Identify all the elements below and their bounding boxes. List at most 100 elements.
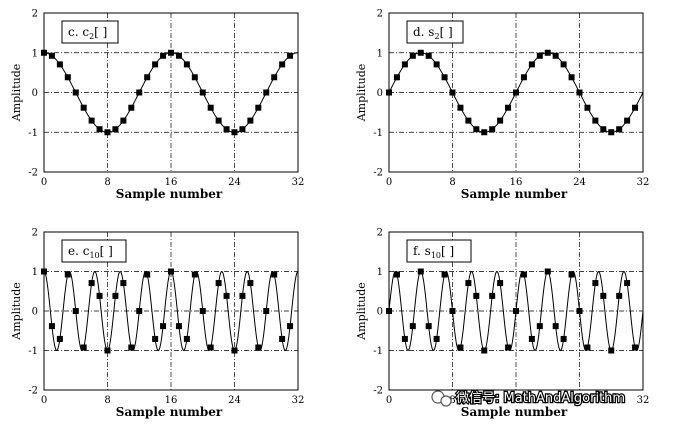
x-tick-label: 0: [41, 395, 47, 406]
sample-point-12: [136, 89, 143, 96]
x-tick-label: 32: [637, 395, 650, 406]
y-tick-label: 0: [377, 88, 383, 99]
sample-point-29: [616, 126, 623, 133]
sample-point-28: [263, 89, 270, 96]
sample-point-2: [401, 335, 408, 342]
panel-label-box: [406, 239, 472, 263]
sample-point-15: [505, 104, 512, 111]
sample-point-15: [160, 323, 167, 330]
sample-point-30: [279, 335, 286, 342]
sample-point-10: [465, 117, 472, 124]
sample-point-22: [215, 280, 222, 287]
y-tick-label: 1: [377, 48, 383, 59]
sample-point-3: [409, 52, 416, 59]
sample-point-21: [207, 344, 214, 351]
y-tick-label: -2: [373, 168, 383, 179]
sample-point-3: [409, 323, 416, 330]
sample-point-21: [552, 52, 559, 59]
sample-point-16: [168, 268, 174, 275]
sample-point-10: [120, 280, 127, 287]
sample-point-0: [41, 268, 47, 275]
sample-point-7: [96, 292, 103, 299]
plot-frame: [43, 231, 299, 391]
y-axis-label: Amplitude: [10, 64, 23, 123]
x-tick-label: 16: [510, 177, 523, 188]
sample-point-18: [183, 335, 190, 342]
sample-point-17: [175, 323, 182, 330]
sample-point-16: [168, 49, 174, 56]
sample-point-2: [56, 335, 63, 342]
sample-point-14: [152, 61, 159, 68]
sample-point-0: [386, 308, 392, 314]
chart-panel-0: 0 8 16 24 32 2 1 0 -1 -2 Sample number Amplitude c. …: [10, 9, 304, 202]
panel-label-box: [406, 20, 464, 44]
sample-point-28: [608, 129, 615, 136]
sample-point-11: [128, 344, 135, 351]
x-tick-label: 24: [228, 177, 241, 188]
y-tick-label: -1: [373, 128, 383, 139]
x-tick-label: 32: [292, 177, 305, 188]
sample-point-25: [584, 344, 591, 351]
sample-point-24: [231, 129, 238, 136]
sample-point-28: [608, 347, 615, 354]
sample-point-30: [624, 280, 631, 287]
sample-point-2: [401, 61, 408, 68]
sample-point-27: [600, 126, 607, 133]
sample-point-25: [239, 292, 246, 299]
y-tick-label: 2: [32, 228, 38, 239]
panel-label: e. c10[ ]: [68, 244, 113, 260]
sample-point-21: [552, 323, 559, 330]
sample-point-19: [191, 271, 198, 278]
x-tick-label: 8: [104, 395, 110, 406]
sample-point-9: [112, 126, 119, 133]
x-tick-label: 16: [165, 177, 178, 188]
y-tick-label: -2: [373, 386, 383, 397]
y-tick-label: -1: [373, 346, 383, 357]
x-axis-label: Sample number: [461, 187, 568, 201]
sample-point-13: [489, 126, 496, 133]
x-tick-label: 16: [165, 395, 178, 406]
sample-point-27: [255, 344, 262, 351]
sample-point-8: [104, 129, 111, 136]
sample-point-18: [528, 61, 535, 68]
sample-point-24: [576, 308, 583, 314]
sample-point-14: [497, 117, 504, 124]
x-axis-label: Sample number: [116, 187, 223, 201]
sample-point-26: [247, 280, 254, 287]
sample-point-5: [80, 344, 87, 351]
sample-point-25: [239, 126, 246, 133]
sample-point-24: [231, 347, 238, 354]
sample-point-3: [64, 74, 71, 81]
y-tick-label: -1: [28, 346, 38, 357]
sample-point-1: [48, 323, 55, 330]
sample-point-0: [41, 49, 47, 56]
sample-point-14: [497, 280, 504, 287]
y-tick-label: 2: [377, 9, 383, 20]
sample-point-10: [465, 280, 472, 287]
sample-point-10: [120, 117, 127, 124]
sample-point-30: [279, 61, 286, 68]
sample-point-16: [513, 308, 519, 314]
sample-point-13: [144, 271, 151, 278]
sample-point-16: [513, 89, 519, 96]
sample-point-3: [64, 271, 71, 278]
panel-label-box: [61, 20, 119, 44]
sample-point-13: [489, 292, 496, 299]
sample-point-27: [255, 104, 262, 111]
sample-point-23: [568, 271, 575, 278]
sample-point-8: [449, 308, 456, 314]
sample-point-28: [263, 308, 270, 314]
sample-point-13: [144, 74, 151, 81]
x-tick-label: 0: [386, 177, 392, 188]
x-tick-label: 32: [292, 395, 305, 406]
sample-point-25: [584, 104, 591, 111]
sample-point-4: [72, 89, 79, 96]
x-tick-label: 0: [41, 177, 47, 188]
sample-point-9: [112, 292, 119, 299]
y-tick-label: 2: [377, 228, 383, 239]
sample-point-22: [560, 61, 567, 68]
sample-point-15: [160, 52, 167, 59]
sample-point-26: [592, 280, 599, 287]
plot-frame: [43, 12, 299, 173]
